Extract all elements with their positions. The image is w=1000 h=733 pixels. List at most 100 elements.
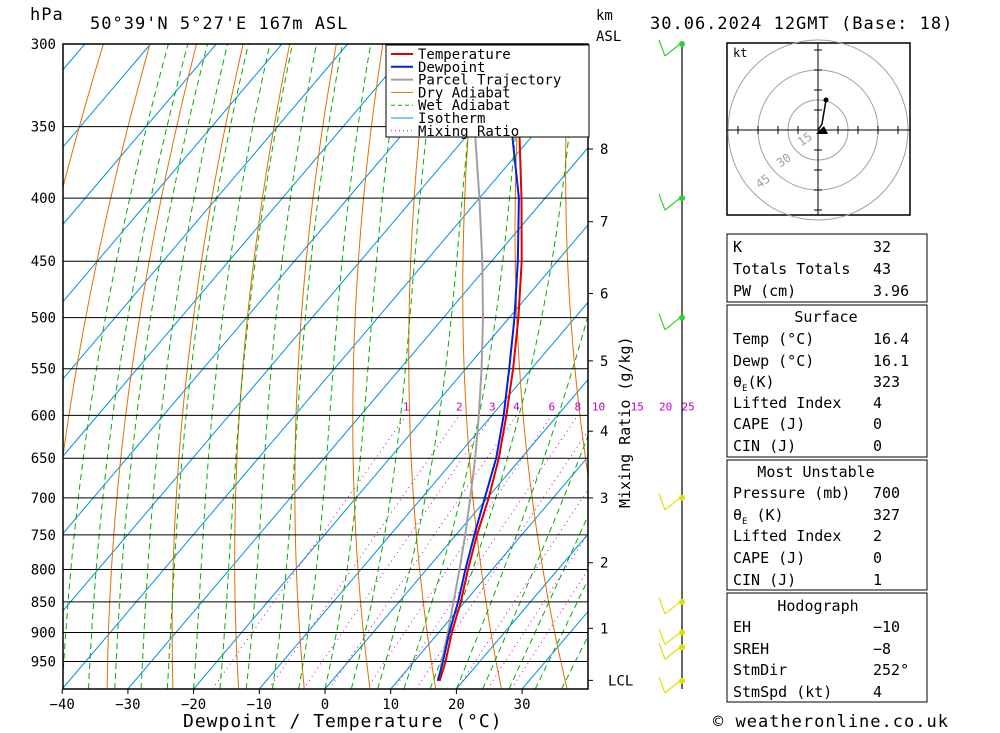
dry-adiabat-line xyxy=(895,44,1000,689)
wet-adiabat-line xyxy=(219,44,293,689)
stmdir-label: StmDir xyxy=(733,661,787,679)
legend-entry: Isotherm xyxy=(418,111,485,127)
wind-barb xyxy=(664,497,681,511)
mixing-ratio-line xyxy=(510,568,588,689)
pressure-tick-label: 700 xyxy=(31,491,56,507)
legend-entry: Wet Adiabat xyxy=(418,98,511,114)
pressure-tick-label: 900 xyxy=(31,626,56,642)
wind-level-dot xyxy=(679,195,685,202)
mixing-ratio-label: 2 xyxy=(456,400,463,413)
mixing-ratio-line xyxy=(268,415,460,689)
hodograph-table: Hodograph EH −10 SREH −8 StmDir 252° Stm… xyxy=(726,592,928,703)
sounding-datetime: 30.06.2024 12GMT (Base: 18) xyxy=(650,14,953,34)
mixing-ratio-label: 25 xyxy=(682,400,695,413)
mu-li-value: 2 xyxy=(873,527,882,545)
altitude-tick-label: 3 xyxy=(600,491,608,507)
wind-barb xyxy=(664,632,681,646)
storm-motion-marker xyxy=(816,126,828,134)
wind-barb-flag xyxy=(658,313,666,330)
wet-adiabat-line xyxy=(508,514,588,689)
wet-adiabat-line xyxy=(534,578,588,689)
dry-adiabat-line xyxy=(171,44,244,689)
wind-barb-flag xyxy=(658,643,666,660)
surface-cape-label: CAPE (J) xyxy=(733,415,805,433)
footer-credit[interactable]: © weatheronline.co.uk xyxy=(713,712,949,732)
temperature-tick-label: −30 xyxy=(115,697,140,713)
surface-dewp-label: Dewp (°C) xyxy=(733,352,814,370)
wind-barb xyxy=(664,317,681,331)
pressure-tick-labels: 300 350 400 450 500 550 600 650 700 750 800 850 900 9… xyxy=(31,37,56,671)
hodograph-ring-label: 15 xyxy=(795,129,815,149)
mixing-ratio-line xyxy=(302,415,493,689)
temperature-tick-label: −20 xyxy=(181,697,206,713)
wind-level-dot xyxy=(679,644,685,651)
surface-cin-label: CIN (J) xyxy=(733,437,796,455)
sreh-value: −8 xyxy=(873,640,891,658)
altitude-tick-label: 1 xyxy=(600,621,608,637)
wind-barb-flag xyxy=(658,628,666,645)
parcel-trajectory-line xyxy=(438,44,485,682)
hpa-axis-title: hPa xyxy=(30,5,64,25)
mixing-ratio-label: 8 xyxy=(575,400,582,413)
sreh-label: SREH xyxy=(733,640,769,658)
pressure-tick-label: 450 xyxy=(31,254,56,270)
mixing-ratio-label: 20 xyxy=(659,400,672,413)
surface-title: Surface xyxy=(794,308,857,326)
pw-label: PW (cm) xyxy=(733,282,796,300)
wind-level-dot xyxy=(679,598,685,605)
x-axis-label: Dewpoint / Temperature (°C) xyxy=(183,711,503,732)
surface-cin-value: 0 xyxy=(873,437,882,455)
pressure-tick-label: 350 xyxy=(31,120,56,136)
temperature-tick-label: −40 xyxy=(50,697,75,713)
mixing-ratio-label: 10 xyxy=(592,400,605,413)
wind-barb-flag xyxy=(658,597,666,615)
stmdir-value: 252° xyxy=(873,661,909,679)
legend-entry: Dry Adiabat xyxy=(418,85,511,101)
altitude-tick-label: 4 xyxy=(600,424,608,440)
mixing-ratio-label: 3 xyxy=(489,400,496,413)
isotherm-line xyxy=(127,146,588,689)
mu-pressure-value: 700 xyxy=(873,484,900,502)
dry-adiabat-line xyxy=(63,44,151,460)
mu-cin-value: 1 xyxy=(873,571,882,589)
pressure-tick-label: 650 xyxy=(31,451,56,467)
dewpoint-line xyxy=(436,44,520,682)
isotherm-line xyxy=(63,44,546,612)
legend-entry: Mixing Ratio xyxy=(418,124,519,140)
mixing-ratio-label: 1 xyxy=(403,400,410,413)
legend-entry: Temperature xyxy=(418,47,511,63)
wind-level-dot xyxy=(679,677,685,684)
isotherm-line xyxy=(63,44,349,380)
wet-adiabat-line xyxy=(271,44,343,689)
mixing-ratio-label: 4 xyxy=(513,400,520,413)
hodograph-unit-label: kt xyxy=(733,46,747,60)
sounding-series xyxy=(436,44,529,682)
altitude-tick-label: 5 xyxy=(600,354,608,370)
mu-theta-value: 327 xyxy=(873,506,900,524)
mixing-ratio-line xyxy=(212,415,407,689)
wet-adiabat-line xyxy=(482,434,588,689)
mu-li-label: Lifted Index xyxy=(733,527,841,545)
surface-cape-value: 0 xyxy=(873,415,882,433)
asl-axis-title: ASL xyxy=(596,29,621,45)
mu-cape-value: 0 xyxy=(873,549,882,567)
hodograph-ring-label: 45 xyxy=(753,171,773,191)
mixing-ratio-line xyxy=(393,415,579,689)
isotherm-line xyxy=(390,456,588,689)
wind-barb-flag xyxy=(658,39,666,57)
wind-barb xyxy=(664,43,681,57)
stmspd-value: 4 xyxy=(873,683,882,701)
isotherm-line xyxy=(63,44,414,457)
wind-barb xyxy=(664,646,681,660)
mu-cin-label: CIN (J) xyxy=(733,571,796,589)
surface-li-value: 4 xyxy=(873,394,882,412)
legend-entry: Parcel Trajectory xyxy=(418,73,561,89)
eh-label: EH xyxy=(733,618,751,636)
wet-adiabat-line xyxy=(166,44,249,689)
eh-value: −10 xyxy=(873,618,900,636)
mixing-ratio-labels: 1 2 3 4 6 8 10 15 20 25 xyxy=(403,400,695,413)
wind-barb-flag xyxy=(658,193,666,211)
isotherm-line xyxy=(63,44,217,226)
hodo-title: Hodograph xyxy=(777,597,858,615)
